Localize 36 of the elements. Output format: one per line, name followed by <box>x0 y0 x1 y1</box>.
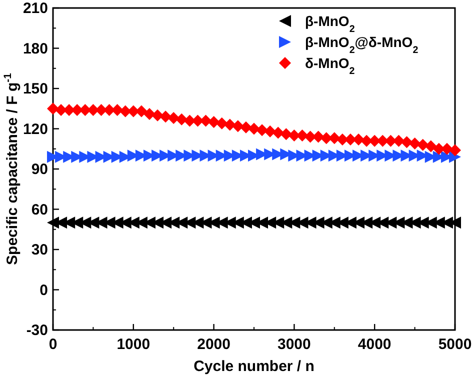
x-tick-label: 5000 <box>438 336 472 353</box>
y-tick-label: 60 <box>31 201 48 218</box>
point <box>152 109 164 122</box>
x-tick-label: 3000 <box>278 336 311 353</box>
point <box>408 138 421 150</box>
point <box>208 116 220 128</box>
point <box>176 113 188 126</box>
point <box>416 138 429 151</box>
x-tick-label: 1000 <box>116 336 150 353</box>
point <box>272 126 284 139</box>
y-tick-label: 30 <box>31 242 48 258</box>
point <box>424 140 437 152</box>
y-tick-label: 90 <box>31 161 48 178</box>
x-tick-label: 4000 <box>358 336 392 353</box>
y-tick-label: 180 <box>22 40 48 58</box>
point <box>240 121 252 134</box>
point <box>47 102 59 115</box>
y-tick-label: -30 <box>26 322 48 339</box>
point <box>449 144 461 156</box>
point <box>160 110 172 123</box>
legend-label: δ-MnO$_{2}$ <box>305 55 356 76</box>
point <box>143 108 156 120</box>
y-tick-label: 210 <box>22 0 48 17</box>
point <box>400 136 413 148</box>
legend-label: β-MnO$_{2}$@δ-MnO$_{2}$ <box>305 34 419 56</box>
point <box>232 120 244 132</box>
x-axis-title: Cycle number / n <box>194 358 314 375</box>
x-tick-label: 2000 <box>197 336 230 353</box>
point <box>216 117 228 130</box>
point <box>280 128 292 140</box>
y-tick-label: 150 <box>22 80 48 98</box>
y-tick-label: 0 <box>40 282 48 299</box>
y-tick-label: 120 <box>22 120 48 138</box>
legend-label: β-MnO$_{2}$ <box>305 13 356 34</box>
point <box>256 124 268 136</box>
point <box>248 122 260 135</box>
